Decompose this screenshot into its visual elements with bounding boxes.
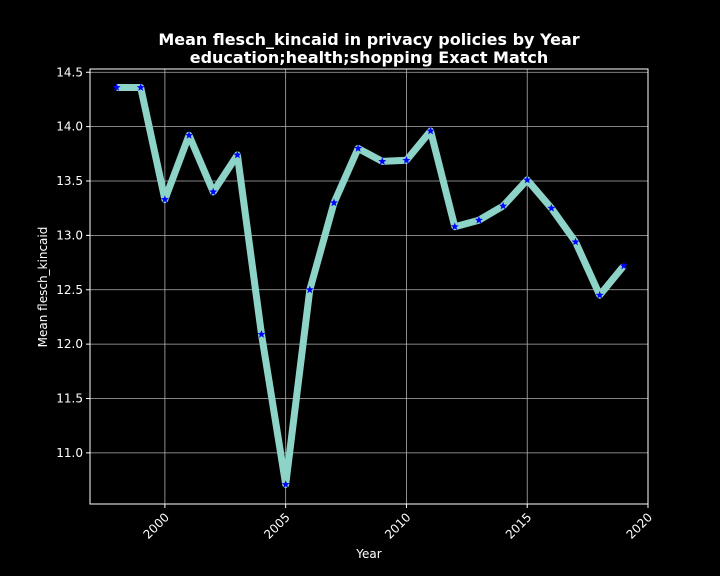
data-point [233,150,242,159]
data-point [523,175,532,184]
y-tick-label: 13.0 [56,228,83,242]
data-point [112,83,121,91]
y-axis-label: Mean flesch_kincaid [36,227,50,348]
data-point [571,237,580,246]
data-point [330,198,338,207]
x-tick-label: 2010 [382,510,413,541]
data-point [185,131,193,139]
x-axis-label: Year [355,547,381,561]
data-point [619,261,628,270]
x-tick-label: 2005 [261,510,292,541]
plot-frame [89,68,649,505]
data-point [160,195,169,203]
y-tick-label: 12.5 [56,283,83,297]
data-point [547,204,556,212]
plot-data [112,83,628,488]
data-point [305,285,314,294]
y-tick-label: 13.5 [56,174,83,188]
data-point [281,480,290,488]
data-point [378,157,387,165]
chart-subtitle: education;health;shopping Exact Match [190,48,549,67]
data-point [354,144,363,152]
data-point [474,216,483,224]
data-point [499,201,508,210]
y-tick-label: 12.0 [56,337,83,351]
data-point [209,187,218,196]
y-tick-label: 14.5 [56,65,83,79]
y-tick-label: 14.0 [56,120,83,134]
data-point [257,330,266,338]
axis-ticks: 2000 2005 2010 2015 2020 11.0 11.5 12.0 12.5 13.0… [56,65,655,541]
y-tick-label: 11.5 [56,392,83,406]
data-point [450,222,459,231]
data-point [595,291,604,299]
data-point [426,126,435,135]
data-point [136,83,145,91]
x-tick-label: 2020 [624,510,655,541]
x-tick-label: 2015 [503,510,534,541]
grid-lines [90,69,649,504]
x-tick-label: 2000 [141,510,172,541]
data-point [402,156,411,164]
series-line [116,84,627,488]
y-tick-label: 11.0 [56,446,83,460]
chart-title: Mean flesch_kincaid in privacy policies … [158,30,579,49]
